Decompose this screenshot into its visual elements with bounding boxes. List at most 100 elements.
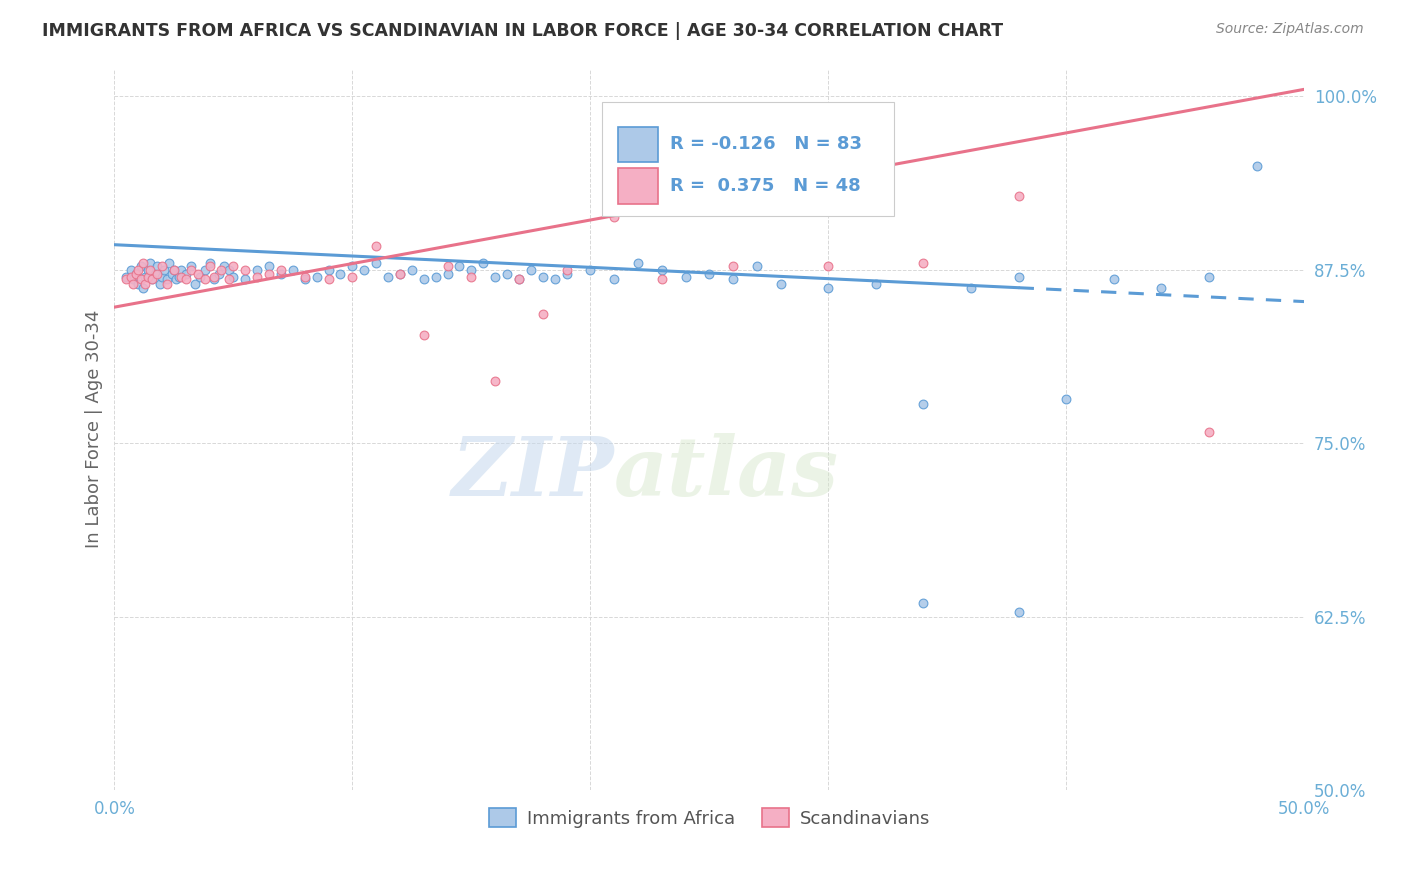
Text: ZIP: ZIP [451,433,614,513]
Point [436,259,458,273]
Point [127,277,149,291]
Point [675,269,697,284]
Point [651,272,673,286]
Point [401,262,423,277]
Point [160,267,183,281]
Point [651,262,673,277]
Text: R =  0.375   N = 48: R = 0.375 N = 48 [671,178,860,195]
Point [721,272,744,286]
Point [150,259,173,273]
Point [146,267,169,281]
Text: IMMIGRANTS FROM AFRICA VS SCANDINAVIAN IN LABOR FORCE | AGE 30-34 CORRELATION CH: IMMIGRANTS FROM AFRICA VS SCANDINAVIAN I… [42,22,1004,40]
Point [1054,392,1077,406]
Point [139,262,162,277]
Point [817,259,839,273]
FancyBboxPatch shape [617,169,658,203]
Point [143,267,166,281]
Point [460,262,482,277]
Point [318,272,340,286]
Point [233,262,256,277]
Point [579,262,602,277]
Point [136,262,159,277]
Point [194,262,217,277]
Point [246,269,269,284]
Point [270,262,292,277]
Point [960,281,983,295]
Point [388,267,411,281]
Point [697,267,720,281]
Point [149,277,172,291]
Point [141,272,163,286]
Point [218,272,240,286]
Point [817,281,839,295]
Point [912,397,935,411]
Point [188,269,211,284]
Point [1198,425,1220,439]
Point [460,269,482,284]
Point [484,374,506,388]
Point [531,307,554,321]
Point [1008,189,1031,203]
Point [484,269,506,284]
Point [543,272,565,286]
Point [139,256,162,270]
FancyBboxPatch shape [617,127,658,162]
Point [912,256,935,270]
Point [305,269,328,284]
Point [202,272,225,286]
Point [508,272,530,286]
Point [129,272,152,286]
Point [170,262,193,277]
Point [132,281,155,295]
Point [865,277,887,291]
Point [120,269,142,284]
Point [136,269,159,284]
Point [120,262,142,277]
Point [329,267,352,281]
Point [134,277,156,291]
Point [134,269,156,284]
Point [170,269,193,284]
Point [555,267,578,281]
Point [180,262,202,277]
Point [163,262,186,277]
Point [388,267,411,281]
Point [165,272,187,286]
Point [174,272,197,286]
Point [366,256,388,270]
Point [294,272,316,286]
Point [153,262,176,277]
Point [198,256,221,270]
Legend: Immigrants from Africa, Scandinavians: Immigrants from Africa, Scandinavians [481,801,938,835]
Point [174,267,197,281]
Point [125,267,148,281]
Point [412,327,434,342]
Point [257,267,280,281]
Point [342,269,364,284]
Point [127,262,149,277]
Point [208,267,231,281]
Point [281,262,304,277]
Point [180,259,202,273]
Point [233,272,256,286]
Point [496,267,519,281]
Point [222,259,245,273]
Point [472,256,495,270]
Point [1246,159,1268,173]
Point [156,277,179,291]
Point [603,272,626,286]
Point [125,267,148,281]
Point [132,256,155,270]
Point [377,269,399,284]
Point [425,269,447,284]
Point [257,259,280,273]
Point [141,272,163,286]
Point [769,277,792,291]
Point [1150,281,1173,295]
Point [1008,269,1031,284]
Point [115,269,138,284]
Point [603,210,626,224]
Point [218,262,240,277]
Point [122,272,145,286]
Point [146,259,169,273]
